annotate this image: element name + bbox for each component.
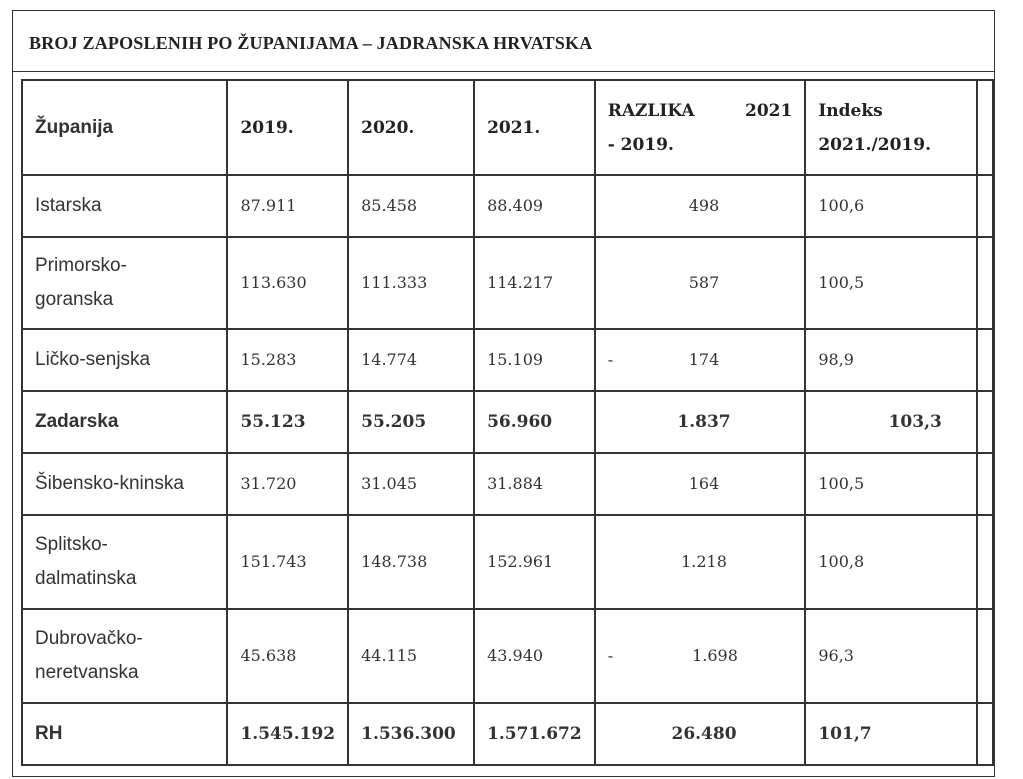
edge-column (976, 174, 994, 238)
difference-value: 164 (688, 474, 720, 493)
value-2020: 85.458 (347, 174, 476, 238)
value-2021: 1.571.672 (473, 702, 596, 766)
county-cell: Istarska (20, 174, 229, 238)
county-name-part: Splitsko- (35, 534, 108, 555)
value-2019: 55.123 (226, 390, 350, 454)
header-difference-label: RAZLIKA (607, 100, 695, 121)
difference-value: 587 (688, 273, 720, 292)
table-row: Dubrovačko- neretvanska 45.638 44.115 43… (20, 608, 994, 704)
county-cell: Zadarska (20, 390, 229, 454)
edge-column (976, 608, 994, 704)
value-2020: 14.774 (347, 328, 476, 392)
value-2021: 114.217 (473, 236, 596, 330)
table-row: Ličko-senjska 15.283 14.774 15.109 - 174… (20, 328, 994, 392)
county-name-part: dalmatinska (35, 568, 137, 589)
edge-column (976, 79, 994, 176)
value-index: 100,8 (804, 514, 979, 610)
header-index-label: Indeks (818, 100, 883, 121)
difference-value: 26.480 (671, 724, 737, 744)
edge-column (976, 452, 994, 516)
header-difference-base: - 2019. (607, 134, 674, 155)
table-row: Primorsko- goranska 113.630 111.333 114.… (20, 236, 994, 330)
table-row-highlighted: Zadarska 55.123 55.205 56.960 1.837 103,… (20, 390, 994, 454)
value-2019: 31.720 (226, 452, 350, 516)
value-2020: 44.115 (347, 608, 476, 704)
employment-table: Županija 2019. 2020. 2021. RAZLIKA 2021 … (20, 79, 994, 766)
value-2019: 15.283 (226, 328, 350, 392)
header-index: Indeks 2021./2019. (804, 79, 979, 176)
value-2021: 88.409 (473, 174, 596, 238)
value-2021: 15.109 (473, 328, 596, 392)
value-2020: 1.536.300 (347, 702, 476, 766)
table-row: Istarska 87.911 85.458 88.409 498 100,6 (20, 174, 994, 238)
value-2020: 111.333 (347, 236, 476, 330)
value-difference: 587 (593, 236, 807, 330)
county-name-part: goranska (35, 289, 114, 310)
difference-value: 1.698 (692, 646, 738, 665)
county-cell: Ličko-senjska (20, 328, 229, 392)
difference-value: 1.837 (677, 412, 731, 432)
value-difference: 498 (593, 174, 807, 238)
value-2019: 113.630 (226, 236, 350, 330)
difference-value: 174 (688, 350, 720, 369)
value-difference: 164 (593, 452, 807, 516)
difference-sign: - (607, 350, 614, 369)
value-index: 100,6 (804, 174, 979, 238)
value-index: 100,5 (804, 236, 979, 330)
header-difference: RAZLIKA 2021 - 2019. (593, 79, 807, 176)
county-name-part: Primorsko- (35, 255, 127, 276)
edge-column (976, 514, 994, 610)
value-2020: 31.045 (347, 452, 476, 516)
table-container: BROJ ZAPOSLENIH PO ŽUPANIJAMA – JADRANSK… (12, 10, 995, 777)
value-2020: 55.205 (347, 390, 476, 454)
value-2021: 152.961 (473, 514, 596, 610)
value-difference: - 1.698 (593, 608, 807, 704)
value-index: 98,9 (804, 328, 979, 392)
county-cell: Primorsko- goranska (20, 236, 229, 330)
value-difference: 1.218 (593, 514, 807, 610)
value-2021: 43.940 (473, 608, 596, 704)
value-difference: 26.480 (593, 702, 807, 766)
value-2019: 87.911 (226, 174, 350, 238)
value-index: 101,7 (804, 702, 979, 766)
value-2019: 1.545.192 (226, 702, 350, 766)
header-county: Županija (20, 79, 229, 176)
value-2019: 45.638 (226, 608, 350, 704)
value-difference: - 174 (593, 328, 807, 392)
table-row: Splitsko- dalmatinska 151.743 148.738 15… (20, 514, 994, 610)
county-name-part: Dubrovačko- (35, 628, 143, 649)
difference-value: 1.218 (681, 552, 727, 571)
header-row: Županija 2019. 2020. 2021. RAZLIKA 2021 … (20, 79, 994, 176)
county-cell: Dubrovačko- neretvanska (20, 608, 229, 704)
value-2019: 151.743 (226, 514, 350, 610)
value-difference: 1.837 (593, 390, 807, 454)
difference-sign: - (607, 646, 614, 665)
difference-value: 498 (688, 196, 720, 215)
edge-column (976, 702, 994, 766)
county-name-part: neretvanska (35, 662, 139, 683)
table-row: Šibensko-kninska 31.720 31.045 31.884 16… (20, 452, 994, 516)
header-difference-year: 2021 (745, 100, 793, 121)
value-index: 100,5 (804, 452, 979, 516)
table-title: BROJ ZAPOSLENIH PO ŽUPANIJAMA – JADRANSK… (13, 11, 994, 72)
header-2021: 2021. (473, 79, 596, 176)
value-2020: 148.738 (347, 514, 476, 610)
header-2020: 2020. (347, 79, 476, 176)
edge-column (976, 328, 994, 392)
value-index: 96,3 (804, 608, 979, 704)
table-row-total: RH 1.545.192 1.536.300 1.571.672 26.480 … (20, 702, 994, 766)
edge-column (976, 390, 994, 454)
value-index: 103,3 (804, 390, 979, 454)
value-2021: 56.960 (473, 390, 596, 454)
header-2019: 2019. (226, 79, 350, 176)
value-2021: 31.884 (473, 452, 596, 516)
edge-column (976, 236, 994, 330)
county-cell: Šibensko-kninska (20, 452, 229, 516)
header-index-years: 2021./2019. (818, 134, 932, 155)
county-cell: Splitsko- dalmatinska (20, 514, 229, 610)
county-cell: RH (20, 702, 229, 766)
